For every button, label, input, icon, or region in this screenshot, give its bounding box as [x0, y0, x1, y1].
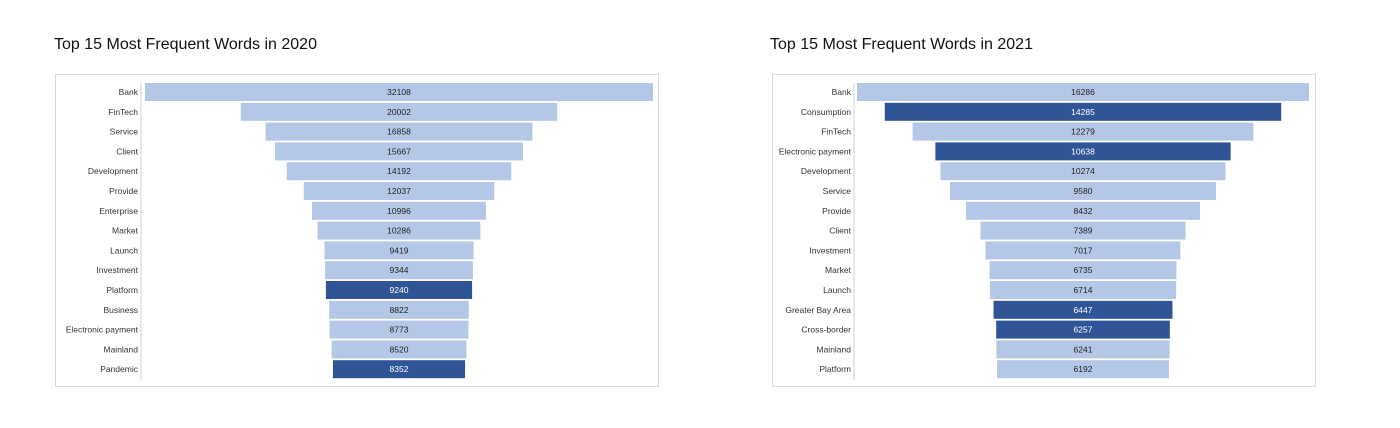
chart-panel-2021: Bank 16286 Consumption 14285 FinTech 12279 Ele…	[772, 74, 1316, 387]
bar-cross-border[interactable]	[996, 320, 1170, 339]
value-label-cross-border: 6257	[1074, 325, 1093, 335]
bar-bank[interactable]	[857, 83, 1309, 101]
category-label-provide: Provide	[822, 206, 851, 216]
value-label-bank: 32108	[387, 87, 411, 97]
bar-launch[interactable]	[989, 281, 1177, 299]
category-label-market: Market	[825, 265, 852, 275]
category-label-provide: Provide	[109, 186, 138, 196]
value-label-development: 14192	[387, 166, 411, 176]
bar-provide[interactable]	[965, 201, 1201, 220]
category-label-cross-border: Cross-border	[801, 325, 851, 335]
funnel-chart-2020: Bank 32108 FinTech 20002 Service 16858 Client 1…	[66, 83, 653, 380]
bar-development[interactable]	[940, 162, 1226, 181]
value-label-platform: 9240	[390, 285, 409, 295]
value-label-greater-bay-area: 6447	[1074, 305, 1093, 315]
bar-bank[interactable]	[145, 83, 653, 101]
category-label-investment: Investment	[96, 265, 138, 275]
category-label-development: Development	[801, 166, 852, 176]
bar-development[interactable]	[286, 162, 512, 181]
funnel-chart-2021: Bank 16286 Consumption 14285 FinTech 12279 Ele…	[779, 83, 1309, 380]
value-label-enterprise: 10996	[387, 206, 411, 216]
bar-service[interactable]	[265, 122, 533, 141]
value-label-launch: 9419	[390, 245, 409, 255]
bar-enterprise[interactable]	[312, 201, 486, 220]
chart-title-2021: Top 15 Most Frequent Words in 2021	[770, 36, 1033, 53]
value-label-market: 10286	[387, 226, 411, 236]
category-label-fintech: FinTech	[108, 107, 138, 117]
category-label-platform: Platform	[106, 285, 138, 295]
value-label-service: 16858	[387, 127, 411, 137]
category-label-pandemic: Pandemic	[100, 364, 139, 374]
category-label-greater-bay-area: Greater Bay Area	[785, 305, 851, 315]
value-label-client: 7389	[1074, 226, 1093, 236]
category-label-bank: Bank	[832, 87, 852, 97]
value-label-platform: 6192	[1074, 364, 1093, 374]
bar-mainland[interactable]	[331, 340, 467, 359]
category-label-launch: Launch	[823, 285, 851, 295]
category-label-development: Development	[88, 166, 139, 176]
category-label-service: Service	[110, 127, 139, 137]
bar-business[interactable]	[329, 300, 469, 319]
bar-greater-bay-area[interactable]	[993, 300, 1173, 319]
bar-market[interactable]	[989, 261, 1177, 280]
category-label-electronic-payment: Electronic payment	[779, 146, 852, 156]
bar-service[interactable]	[950, 182, 1216, 200]
bar-client[interactable]	[980, 221, 1186, 240]
category-label-enterprise: Enterprise	[99, 206, 138, 216]
category-label-market: Market	[112, 226, 139, 236]
category-label-mainland: Mainland	[817, 344, 852, 354]
category-label-client: Client	[829, 226, 851, 236]
value-label-investment: 7017	[1074, 245, 1093, 255]
category-label-client: Client	[116, 146, 138, 156]
bar-launch[interactable]	[324, 241, 474, 260]
bar-fintech[interactable]	[240, 102, 558, 121]
bar-electronic-payment[interactable]	[935, 142, 1231, 161]
value-label-electronic-payment: 8773	[390, 325, 409, 335]
value-label-consumption: 14285	[1071, 107, 1095, 117]
value-label-electronic-payment: 10638	[1071, 146, 1095, 156]
bar-platform[interactable]	[997, 360, 1169, 379]
bar-consumption[interactable]	[884, 102, 1282, 121]
category-label-business: Business	[104, 305, 139, 315]
value-label-client: 15667	[387, 146, 411, 156]
bar-investment[interactable]	[325, 261, 473, 280]
bar-provide[interactable]	[303, 182, 495, 200]
category-label-launch: Launch	[110, 245, 138, 255]
value-label-business: 8822	[390, 305, 409, 315]
value-label-bank: 16286	[1071, 87, 1095, 97]
value-label-service: 9580	[1074, 186, 1093, 196]
chart-title-2020: Top 15 Most Frequent Words in 2020	[54, 36, 317, 53]
bar-mainland[interactable]	[996, 340, 1170, 359]
value-label-mainland: 8520	[390, 344, 409, 354]
value-label-investment: 9344	[390, 265, 409, 275]
category-label-bank: Bank	[119, 87, 139, 97]
category-label-investment: Investment	[809, 245, 851, 255]
category-label-service: Service	[823, 186, 852, 196]
bar-platform[interactable]	[325, 281, 473, 299]
bar-fintech[interactable]	[912, 122, 1254, 141]
value-label-mainland: 6241	[1074, 344, 1093, 354]
category-label-electronic-payment: Electronic payment	[66, 325, 139, 335]
value-label-development: 10274	[1071, 166, 1095, 176]
value-label-launch: 6714	[1074, 285, 1093, 295]
value-label-pandemic: 8352	[390, 364, 409, 374]
category-label-fintech: FinTech	[821, 127, 851, 137]
category-label-platform: Platform	[819, 364, 851, 374]
value-label-provide: 12037	[387, 186, 411, 196]
bar-electronic-payment[interactable]	[329, 320, 469, 339]
bar-pandemic[interactable]	[332, 360, 466, 379]
value-label-market: 6735	[1074, 265, 1093, 275]
value-label-fintech: 12279	[1071, 127, 1095, 137]
bar-market[interactable]	[317, 221, 481, 240]
value-label-provide: 8432	[1074, 206, 1093, 216]
bar-client[interactable]	[275, 142, 523, 161]
chart-panel-2020: Bank 32108 FinTech 20002 Service 16858 Client 1…	[55, 74, 659, 387]
bar-investment[interactable]	[985, 241, 1181, 260]
value-label-fintech: 20002	[387, 107, 411, 117]
category-label-consumption: Consumption	[801, 107, 851, 117]
category-label-mainland: Mainland	[104, 344, 139, 354]
